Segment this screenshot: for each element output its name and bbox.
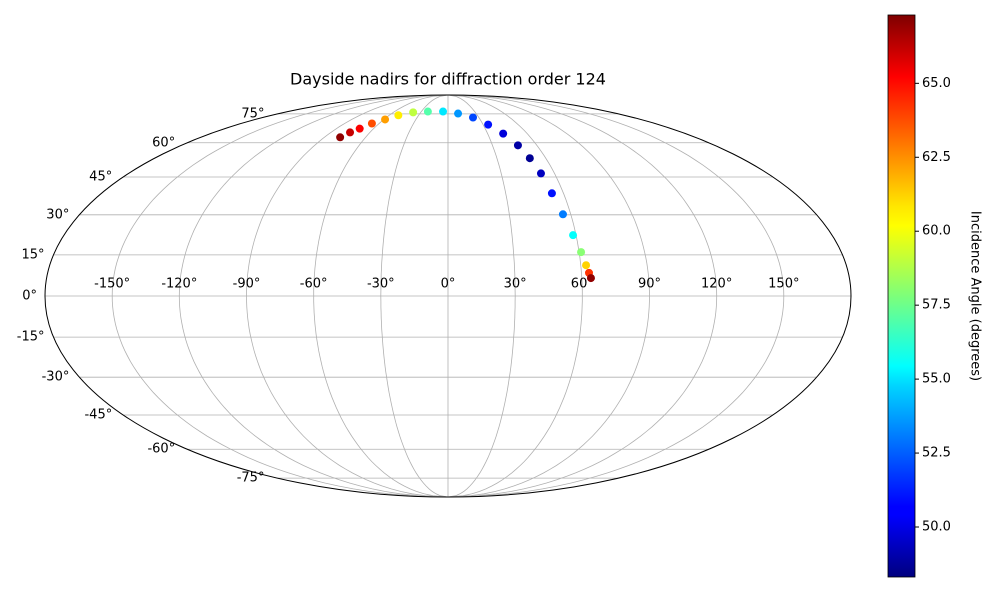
x-tick-label: 90° [638, 277, 661, 292]
x-tick-label: 0° [441, 277, 456, 292]
x-tick-label: -60° [300, 277, 328, 292]
data-point [469, 113, 478, 122]
x-tick-label: 30° [504, 277, 527, 292]
colorbar-tick-label: 62.5 [922, 150, 951, 165]
colorbar-tick-label: 57.5 [922, 298, 951, 313]
data-point [577, 248, 586, 257]
data-point [336, 133, 345, 142]
data-point [394, 111, 403, 120]
map-boundary [44, 94, 852, 498]
y-tick-label: 30° [46, 207, 69, 222]
data-point [484, 120, 493, 129]
x-tick-label: -150° [94, 277, 130, 292]
data-point [409, 108, 418, 117]
data-point [569, 231, 578, 240]
colorbar-tick-label: 65.0 [922, 76, 951, 91]
y-tick-label: -60° [147, 442, 175, 457]
y-tick-label: 60° [152, 135, 175, 150]
data-point [525, 154, 534, 163]
data-point [454, 109, 463, 118]
colorbar-tick-label: 60.0 [922, 224, 951, 239]
y-tick-label: -75° [237, 471, 265, 486]
data-point [536, 169, 545, 178]
y-tick-label: -45° [84, 408, 112, 423]
data-point [499, 129, 508, 138]
colorbar-label: Incidence Angle (degrees) [968, 211, 983, 381]
data-point [381, 115, 390, 124]
data-point [582, 261, 591, 270]
colorbar-tick-label: 52.5 [922, 446, 951, 461]
y-tick-label: 15° [21, 247, 44, 262]
x-tick-label: -120° [161, 277, 197, 292]
data-point [558, 210, 567, 219]
colorbar-tick-label: 55.0 [922, 372, 951, 387]
data-point [367, 119, 376, 128]
x-tick-label: -30° [367, 277, 395, 292]
colorbar [887, 14, 916, 578]
data-point [439, 107, 448, 116]
colorbar-tick-label: 50.0 [922, 520, 951, 535]
data-point [586, 274, 595, 283]
y-tick-label: -30° [42, 370, 70, 385]
y-tick-label: 75° [241, 106, 264, 121]
data-point [513, 141, 522, 150]
x-tick-label: -90° [233, 277, 261, 292]
y-tick-label: 0° [22, 289, 37, 304]
y-tick-label: -15° [17, 330, 45, 345]
x-tick-label: 120° [701, 277, 732, 292]
data-point [346, 128, 355, 137]
chart-title: Dayside nadirs for diffraction order 124 [290, 70, 606, 89]
x-tick-label: 150° [768, 277, 799, 292]
y-tick-label: 45° [89, 169, 112, 184]
data-point [423, 107, 432, 116]
data-point [547, 189, 556, 198]
data-point [355, 124, 364, 133]
